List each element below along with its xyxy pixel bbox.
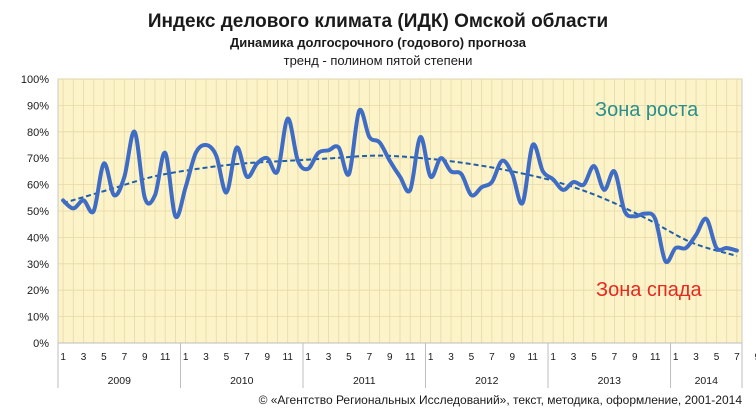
gridlines [58, 78, 742, 344]
chart-title: Индекс делового климата (ИДК) Омской обл… [148, 11, 608, 32]
trend-line [62, 154, 738, 257]
x-tick-label: 11 [650, 352, 661, 363]
copyright-text: © «Агентство Региональных Исследований»,… [259, 393, 743, 407]
y-axis: 0% 10% 20% 30% 40% 50% 60% 70% 80% 90% 100% [21, 74, 49, 350]
chart-subtitle: Динамика долгосрочного (годового) прогно… [230, 35, 527, 50]
x-tick-label: 1 [428, 352, 434, 363]
x-tick-label: 3 [693, 352, 699, 363]
y-tick-label: 80% [27, 127, 49, 139]
x-tick-label: 3 [203, 352, 209, 363]
x-tick-label: 5 [591, 352, 597, 363]
x-tick-label: 3 [81, 352, 87, 363]
y-tick-label: 0% [33, 338, 49, 350]
x-tick-label: 9 [142, 352, 148, 363]
y-tick-label: 70% [27, 153, 49, 165]
x-tick-label: 7 [244, 352, 250, 363]
x-tick-label: 1 [183, 352, 189, 363]
x-tick-label: 11 [405, 352, 416, 363]
y-tick-label: 90% [27, 100, 49, 112]
x-tick-label: 5 [101, 352, 107, 363]
y-tick-label: 100% [21, 74, 49, 86]
x-tick-label: 9 [387, 352, 393, 363]
x-tick-label: 11 [160, 352, 171, 363]
year-label: 2012 [475, 375, 499, 387]
x-tick-label: 3 [571, 352, 577, 363]
x-tick-label: 7 [489, 352, 495, 363]
x-tick-label: 3 [326, 352, 332, 363]
year-label: 2014 [695, 375, 719, 387]
x-tick-label: 7 [734, 352, 740, 363]
y-tick-label: 10% [27, 312, 49, 324]
x-tick-label: 11 [528, 352, 539, 363]
x-tick-label: 9 [510, 352, 516, 363]
x-tick-label: 9 [755, 352, 756, 363]
zone-down-label: Зона спада [596, 279, 703, 301]
year-label: 2011 [353, 375, 376, 387]
x-tick-label: 1 [673, 352, 679, 363]
year-label: 2009 [108, 375, 132, 387]
x-tick-label: 5 [346, 352, 352, 363]
x-tick-label: 7 [122, 352, 128, 363]
zone-up-label: Зона роста [595, 99, 699, 121]
x-tick-label: 3 [448, 352, 454, 363]
y-tick-label: 30% [27, 259, 49, 271]
y-tick-label: 60% [27, 180, 49, 192]
x-tick-label: 11 [283, 352, 294, 363]
trend-note: тренд - полином пятой степени [284, 53, 473, 68]
y-tick-label: 50% [27, 206, 49, 218]
x-tick-label: 5 [224, 352, 230, 363]
x-tick-label: 9 [632, 352, 638, 363]
y-tick-label: 40% [27, 232, 49, 244]
series-layer [61, 107, 739, 265]
x-tick-label: 1 [60, 352, 66, 363]
x-tick-label: 9 [265, 352, 271, 363]
x-tick-label: 1 [550, 352, 556, 363]
year-label: 2010 [230, 375, 254, 387]
x-tick-label: 1 [305, 352, 311, 363]
x-tick-label: 5 [714, 352, 720, 363]
x-tick-label: 7 [367, 352, 373, 363]
x-tick-label: 7 [612, 352, 618, 363]
x-tick-label: 5 [469, 352, 475, 363]
y-tick-label: 20% [27, 285, 49, 297]
year-label: 2013 [598, 375, 622, 387]
